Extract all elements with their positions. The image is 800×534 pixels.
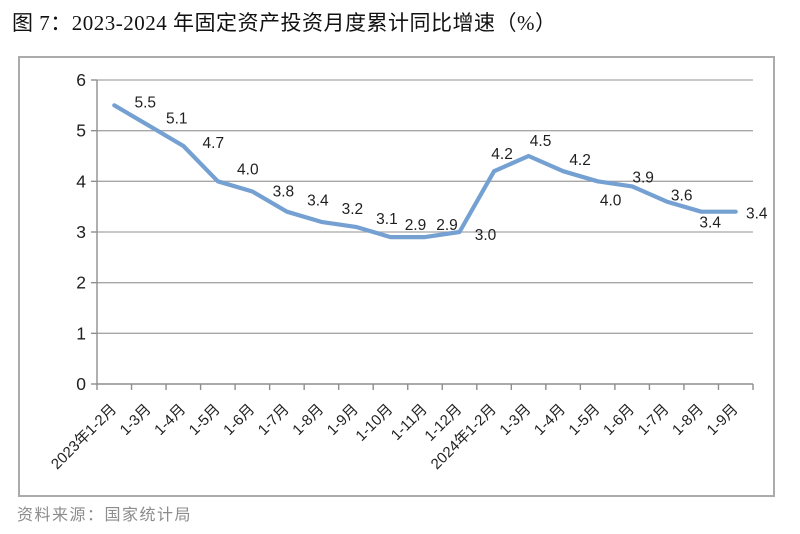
- y-axis-tick-label: 1: [76, 323, 86, 343]
- data-point-label: 3.4: [746, 206, 768, 223]
- data-point-label: 3.2: [342, 201, 364, 218]
- x-axis-tick-label: 1-4月: [531, 401, 569, 439]
- x-axis-tick-label: 1-6月: [600, 401, 638, 439]
- line-chart: 01234562023年1-2月1-3月1-4月1-5月1-6月1-7月1-8月…: [48, 70, 768, 473]
- source-note: 资料来源：国家统计局: [17, 507, 193, 524]
- x-axis-tick-label: 1-5月: [565, 401, 603, 439]
- data-point-label: 5.1: [166, 111, 188, 128]
- x-axis-tick-label: 1-7月: [255, 401, 293, 439]
- series-line: [112, 103, 738, 240]
- data-point-label: 4.2: [491, 146, 513, 163]
- data-point-label: 3.8: [273, 183, 295, 200]
- y-axis-tick-label: 5: [76, 121, 86, 141]
- y-axis-tick-label: 3: [76, 222, 86, 242]
- data-point-label: 3.4: [699, 215, 721, 232]
- x-axis-labels: 2023年1-2月1-3月1-4月1-5月1-6月1-7月1-8月1-9月1-1…: [48, 401, 742, 473]
- x-axis-tick-label: 1-3月: [496, 401, 534, 439]
- figure-title: 图 7：2023-2024 年固定资产投资月度累计同比增速（%）: [12, 11, 557, 35]
- x-axis-tick-label: 2023年1-2月: [48, 401, 120, 473]
- x-axis-tick-label: 1-7月: [635, 401, 673, 439]
- y-axis-tick-label: 6: [76, 70, 86, 90]
- x-axis-tick-label: 1-9月: [704, 401, 742, 439]
- data-point-label: 3.0: [475, 227, 497, 244]
- data-point-label: 4.5: [530, 133, 552, 150]
- x-axis-tick-label: 1-3月: [117, 401, 155, 439]
- y-axis-tick-label: 0: [76, 374, 86, 394]
- x-axis-tick-label: 1-8月: [669, 401, 707, 439]
- x-axis-tick-label: 1-4月: [151, 401, 189, 439]
- data-point-label: 4.7: [203, 135, 225, 152]
- data-point-label: 4.0: [600, 192, 622, 209]
- x-axis-tick-label: 1-10月: [352, 401, 396, 445]
- y-axis-tick-label: 4: [76, 171, 86, 191]
- data-point-label: 2.9: [436, 217, 458, 234]
- x-axis-tick-label: 1-6月: [220, 401, 258, 439]
- data-labels: 5.5 5.1 4.7 4.0 3.8 3.4 3.2 3.1 2.9 2.9 3.0 4.2 4.5 4…: [134, 94, 767, 244]
- data-point-label: 5.5: [134, 94, 156, 111]
- data-point-label: 4.0: [237, 161, 259, 178]
- y-axis-tick-label: 2: [76, 273, 86, 293]
- data-point-label: 3.1: [376, 211, 398, 228]
- data-point-label: 2.9: [405, 217, 427, 234]
- x-axis-tick-label: 1-11月: [388, 401, 431, 444]
- axes: 0 1 2 3 4 5 6: [76, 70, 754, 394]
- chart-frame: 0 1 2 3 4 5 6 2023年1-2月 1-3月 1-4月 1-5月 1-6月 1-7月 1-8月…: [18, 56, 775, 497]
- x-axis-tick-label: 1-8月: [289, 401, 327, 439]
- data-point-label: 3.6: [671, 188, 693, 205]
- data-point-label: 3.9: [632, 169, 654, 186]
- data-point-label: 3.4: [307, 193, 329, 210]
- x-axis-tick-label: 1-5月: [186, 401, 224, 439]
- gridlines: [97, 79, 753, 334]
- data-point-label: 4.2: [569, 152, 591, 169]
